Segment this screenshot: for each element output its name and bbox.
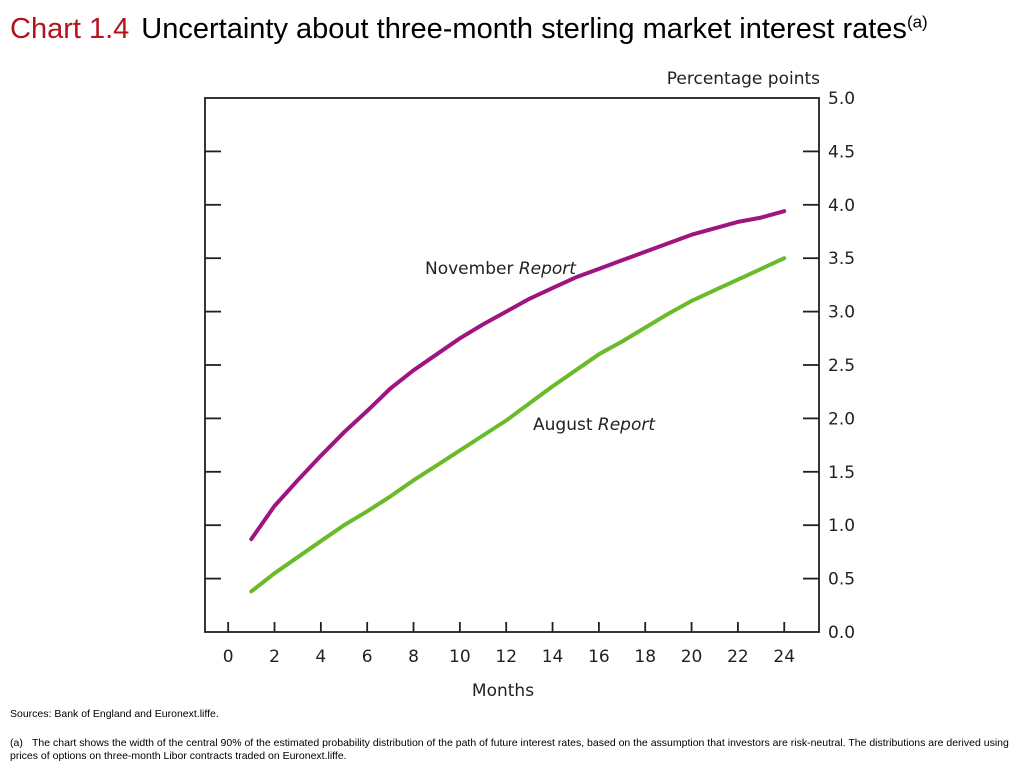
november-label-text: November (425, 259, 513, 279)
x-tick-label: 0 (223, 647, 234, 667)
x-tick-label: 10 (449, 647, 471, 667)
august-series-label: August Report (533, 415, 656, 435)
november-series-label: November Report (425, 259, 577, 279)
y-tick-label: 4.5 (828, 142, 855, 162)
y-tick-label: 0.5 (828, 570, 855, 590)
footnote-marker: (a) (10, 737, 23, 749)
x-tick-label: 20 (681, 647, 703, 667)
y-tick-label: 1.5 (828, 463, 855, 483)
y-axis-label: Percentage points (667, 69, 820, 89)
sources-note: Sources: Bank of England and Euronext.li… (10, 708, 219, 720)
series-lines (249, 209, 787, 594)
x-tick-label: 14 (542, 647, 564, 667)
x-tick-label: 2 (269, 647, 280, 667)
plot-frame (204, 97, 820, 633)
footnote: (a) The chart shows the width of the cent… (10, 737, 1015, 763)
november-report-line (249, 209, 787, 542)
y-tick-label: 5.0 (828, 89, 855, 109)
x-tick-label: 6 (362, 647, 373, 667)
chart-number: Chart 1.4 (10, 13, 130, 45)
chart-title-text: Uncertainty about three-month sterling m… (141, 13, 907, 45)
august-report-line (249, 256, 787, 594)
title-note-marker: (a) (906, 12, 928, 32)
november-label-italic: Report (519, 259, 577, 279)
y-tick-label: 0.0 (828, 623, 855, 643)
y-tick-label: 3.0 (828, 303, 855, 323)
x-tick-label: 12 (495, 647, 517, 667)
x-tick-label: 22 (727, 647, 749, 667)
x-tick-label: 8 (408, 647, 419, 667)
x-tick-label: 18 (634, 647, 656, 667)
x-tick-label: 24 (773, 647, 795, 667)
y-tick-label: 2.0 (828, 409, 855, 429)
x-tick-label: 4 (315, 647, 326, 667)
chart-title: Chart 1.4 Uncertainty about three-month s… (10, 8, 1010, 50)
y-axis: 0.0 0.5 1.0 1.5 2.0 2.5 3.0 3.5 4.0 4.5 5.0 (205, 89, 855, 643)
footnote-text: The chart shows the width of the central… (10, 737, 1009, 762)
y-tick-label: 3.5 (828, 249, 855, 269)
august-label-text: August (533, 415, 593, 435)
y-tick-label: 1.0 (828, 516, 855, 536)
x-tick-label: 16 (588, 647, 610, 667)
x-axis-label: Months (472, 681, 534, 700)
y-tick-label: 2.5 (828, 356, 855, 376)
x-axis: 0 2 4 6 8 10 12 14 16 18 20 22 24 (223, 622, 795, 667)
y-tick-label: 4.0 (828, 196, 855, 216)
august-label-italic: Report (598, 415, 656, 435)
